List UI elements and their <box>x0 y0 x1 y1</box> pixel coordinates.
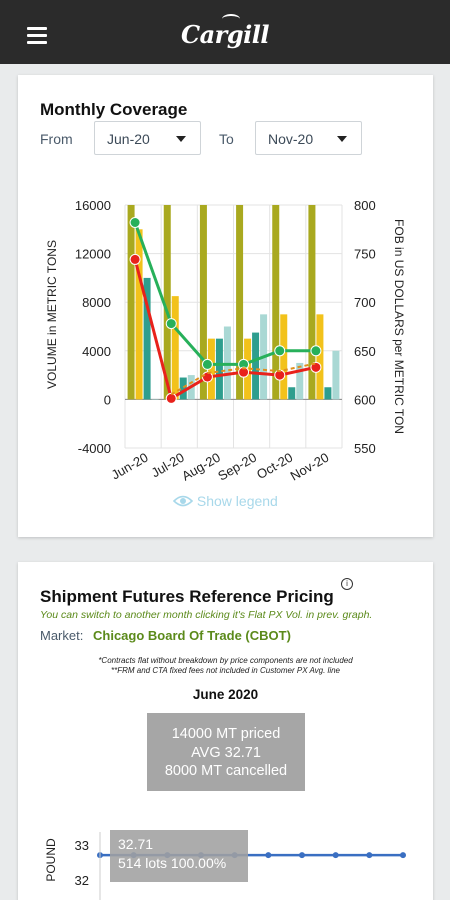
bar <box>332 350 340 400</box>
price-point <box>299 852 305 859</box>
x-tick-label: Nov-20 <box>288 450 332 484</box>
info-icon[interactable]: i <box>341 578 353 590</box>
from-month-select[interactable]: Jun-20 <box>94 121 201 155</box>
pricing-summary-box: 14000 MT priced AVG 32.71 8000 MT cancel… <box>147 713 305 791</box>
bar <box>316 314 324 400</box>
bar <box>288 387 296 400</box>
bar <box>135 229 143 400</box>
bar <box>199 205 207 400</box>
market-label: Market: <box>40 628 84 643</box>
bar <box>324 387 332 400</box>
x-tick-label: Sep-20 <box>215 450 259 484</box>
summary-priced: 14000 MT priced <box>171 726 281 742</box>
reference-line <box>170 362 317 396</box>
bar <box>236 205 244 400</box>
y2-tick-label: 650 <box>354 344 376 359</box>
y-tick-label: -4000 <box>78 441 111 456</box>
x-tick-label: Oct-20 <box>254 450 295 482</box>
price-ytick: 32 <box>75 873 89 888</box>
summary-avg: AVG 32.71 <box>191 744 261 761</box>
tooltip-price: 32.71 <box>118 836 154 852</box>
y2-tick-label: 700 <box>354 295 376 310</box>
show-legend-toggle[interactable]: Show legend <box>172 493 278 509</box>
y2-tick-label: 750 <box>354 247 376 262</box>
y-axis-label: VOLUME in METRIC TONS <box>45 240 59 389</box>
series-point <box>129 216 141 228</box>
bar <box>308 205 316 400</box>
price-point <box>265 852 272 859</box>
bar <box>151 399 159 400</box>
to-month-value: Nov-20 <box>268 131 314 147</box>
bar <box>272 205 280 400</box>
shipment-futures-card: Shipment Futures Reference Pricing i You… <box>18 562 433 900</box>
price-point <box>366 852 373 859</box>
eye-icon <box>172 495 194 507</box>
bar <box>296 362 304 400</box>
bar <box>163 205 171 400</box>
bar <box>127 205 135 400</box>
summary-cancelled: 8000 MT cancelled <box>164 763 288 779</box>
chevron-down-icon <box>176 136 186 142</box>
coverage-chart[interactable]: 16000 12000 8000 4000 0 -4000 800 750 700 650 600 5… <box>18 185 433 515</box>
series-line <box>133 221 316 366</box>
tooltip-lots: 514 lots 100.00% <box>118 855 227 871</box>
coverage-title: Monthly Coverage <box>40 100 188 119</box>
chevron-down-icon <box>337 136 347 142</box>
y-tick-label: 8000 <box>82 295 111 310</box>
x-tick-label: Aug-20 <box>179 450 223 484</box>
y-tick-label: 0 <box>104 392 111 407</box>
price-point <box>400 852 406 859</box>
y2-tick-label: 600 <box>354 392 376 407</box>
y-tick-label: 16000 <box>75 198 111 213</box>
top-app-bar: Cargill <box>0 0 450 64</box>
price-ylabel: POUND <box>44 838 58 882</box>
y-tick-label: 4000 <box>82 344 111 359</box>
from-month-value: Jun-20 <box>107 131 150 147</box>
series-point <box>274 345 286 357</box>
price-tooltip: 32.71 514 lots 100.00% <box>110 830 248 882</box>
y2-tick-label: 550 <box>354 441 376 456</box>
y-tick-label: 12000 <box>75 247 111 262</box>
price-ytick: 33 <box>75 838 89 853</box>
logo-leaf-icon <box>222 14 240 24</box>
futures-month-title: June 2020 <box>192 687 259 702</box>
note-fees: **FRM and CTA fixed fees not included in… <box>111 666 340 675</box>
to-month-select[interactable]: Nov-20 <box>255 121 362 155</box>
to-label: To <box>219 131 234 147</box>
series-point <box>165 392 177 404</box>
bar <box>179 377 187 400</box>
series-point <box>129 253 141 265</box>
series-line <box>133 259 317 401</box>
hamburger-menu-icon[interactable] <box>27 27 47 44</box>
from-label: From <box>40 131 73 147</box>
bar <box>280 314 288 400</box>
note-contracts: *Contracts flat without breakdown by pri… <box>98 656 353 665</box>
bar <box>171 296 179 400</box>
series-point <box>310 345 322 357</box>
bar <box>252 332 260 400</box>
monthly-coverage-card: Monthly Coverage From Jun-20 To Nov-20 1… <box>18 75 433 537</box>
series-point <box>201 358 213 370</box>
price-point <box>332 852 339 859</box>
y2-axis-label: FOB in US DOLLARS per METRIC TON <box>392 219 406 434</box>
bar <box>207 338 215 400</box>
futures-title: Shipment Futures Reference Pricing <box>40 587 334 606</box>
bar <box>215 338 223 400</box>
market-value: Chicago Board Of Trade (CBOT) <box>93 628 291 643</box>
x-tick-label: Jun-20 <box>109 450 151 483</box>
show-legend-label: Show legend <box>196 493 278 509</box>
series-point <box>165 318 177 330</box>
futures-subtitle: You can switch to another month clicking… <box>40 609 373 621</box>
bar <box>143 277 151 400</box>
cargill-logo: Cargill <box>181 20 269 49</box>
y2-tick-label: 800 <box>354 198 376 213</box>
